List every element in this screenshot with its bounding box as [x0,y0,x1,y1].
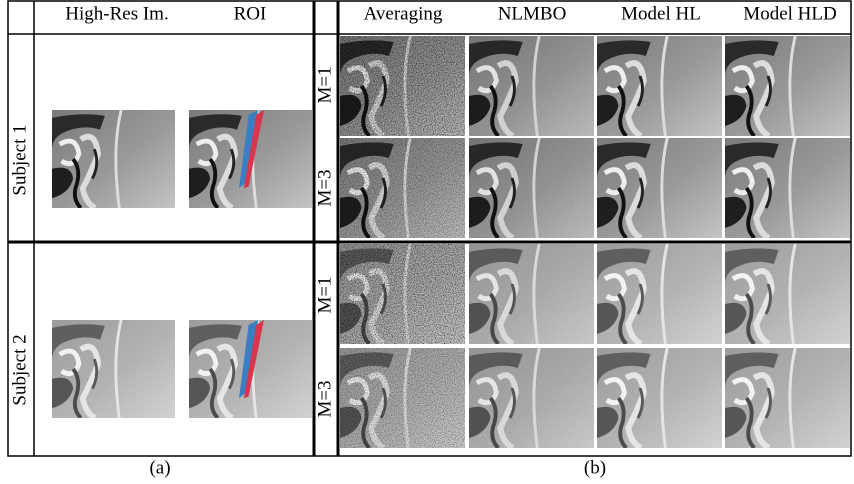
high-res-image [52,110,175,208]
column-header: High-Res Im. [65,3,168,24]
roi-image [189,320,312,418]
column-header: Averaging [364,3,443,24]
result-image [340,138,465,238]
column-header: Model HLD [743,3,836,24]
result-image [597,348,722,448]
result-image [725,244,850,344]
figure: High-Res Im. ROI Averaging NLMBO Model H… [0,0,854,484]
result-image [725,138,850,238]
result-image [597,36,722,136]
caption: (a) [149,457,170,478]
result-image [469,36,594,136]
caption: (b) [584,457,606,478]
result-image [340,348,465,448]
level-label: M=1 [314,66,335,103]
row-label: Subject 1 [9,124,30,195]
roi-image [189,110,312,208]
column-header: Model HL [621,3,701,24]
high-res-image [52,320,175,418]
result-image [469,138,594,238]
result-image [340,244,465,344]
result-image [725,348,850,448]
images [52,110,312,418]
result-image [597,138,722,238]
result-image [469,244,594,344]
level-label: M=3 [314,169,335,206]
column-header: NLMBO [498,3,567,24]
result-image [340,36,465,136]
row-label: Subject 2 [9,334,30,405]
result-image [469,348,594,448]
level-label: M=1 [314,276,335,313]
result-image [597,244,722,344]
level-label: M=3 [314,380,335,417]
column-header: ROI [234,3,267,24]
result-image [725,36,850,136]
